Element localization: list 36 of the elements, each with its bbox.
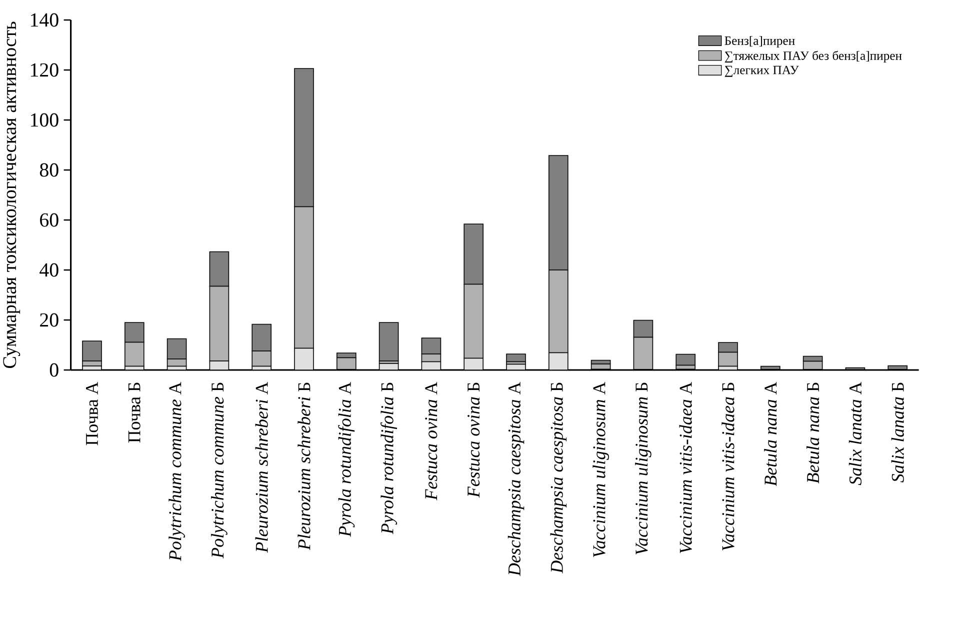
x-tick-label: Vaccinium uliginosum А: [592, 382, 609, 558]
x-tick-label: Почва Б: [128, 382, 140, 443]
y-axis-title: Суммарная токсикологическая активность: [3, 22, 20, 368]
x-tick-label: Pyrola rotundifolia Б: [380, 382, 398, 534]
y-tick-label: 0: [50, 363, 58, 377]
x-tick-label: Polytrichum commune А: [168, 382, 185, 562]
y-tick-label: 80: [40, 163, 58, 177]
x-tick-label: Pleurozium schreberi А: [255, 382, 268, 553]
y-tick-label: 100: [30, 113, 58, 127]
x-tick-label: Vaccinium vitis-idaea А: [679, 382, 692, 554]
legend-label: ∑легких ПАУ: [724, 66, 799, 77]
bar: [82, 340, 102, 362]
x-tick-label: Polytrichum commune Б: [211, 382, 228, 558]
y-tick-label: 20: [40, 313, 58, 327]
x-tick-label: Pleurozium schreberi Б: [298, 382, 310, 550]
x-tick-label: Почва А: [86, 382, 98, 446]
y-tick-label: 140: [30, 13, 58, 27]
x-tick-label: Vaccinium uliginosum Б: [635, 382, 652, 554]
legend-label: ∑тяжелых ПАУ без бенз[а]пирен: [724, 50, 902, 63]
y-tick-label: 40: [40, 263, 58, 277]
bar: [378, 322, 399, 362]
x-tick-label: Betula nana Б: [806, 382, 820, 484]
legend-label: Бенз[а]пирен: [724, 36, 795, 48]
x-tick-label: Pyrola rotundifolia А: [338, 382, 355, 537]
x-tick-label: Vaccinium vitis-idaea Б: [722, 382, 734, 550]
bar: [676, 354, 696, 366]
x-tick-label: Festuca ovina Б: [468, 382, 480, 498]
x-tick-label: Deschampsia caespitosa Б: [550, 382, 567, 574]
x-tick-label: Festuca ovina А: [425, 382, 438, 500]
x-tick-label: Deschampsia caespitosa А: [508, 382, 524, 576]
bar: [506, 354, 526, 362]
x-tick-label: Salix lanata А: [848, 382, 862, 486]
x-tick-label: Salix lanata Б: [891, 382, 904, 482]
x-tick-label: Betula nana А: [764, 382, 777, 486]
y-tick-label: 60: [40, 213, 58, 227]
y-tick-label: 120: [30, 63, 58, 77]
